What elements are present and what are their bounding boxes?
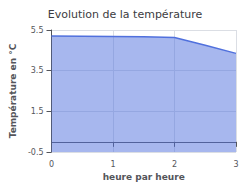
svg-text:0: 0: [49, 160, 54, 169]
svg-text:5.5: 5.5: [31, 26, 44, 35]
svg-text:1.5: 1.5: [31, 107, 44, 116]
svg-text:1: 1: [110, 160, 115, 169]
svg-text:-0.5: -0.5: [28, 148, 44, 157]
svg-text:heure par heure: heure par heure: [103, 172, 185, 182]
svg-text:2: 2: [172, 160, 177, 169]
svg-text:3: 3: [233, 160, 238, 169]
svg-text:Evolution de la température: Evolution de la température: [48, 8, 203, 21]
svg-text:Température en °C: Température en °C: [8, 43, 18, 138]
svg-text:3.5: 3.5: [31, 66, 44, 75]
